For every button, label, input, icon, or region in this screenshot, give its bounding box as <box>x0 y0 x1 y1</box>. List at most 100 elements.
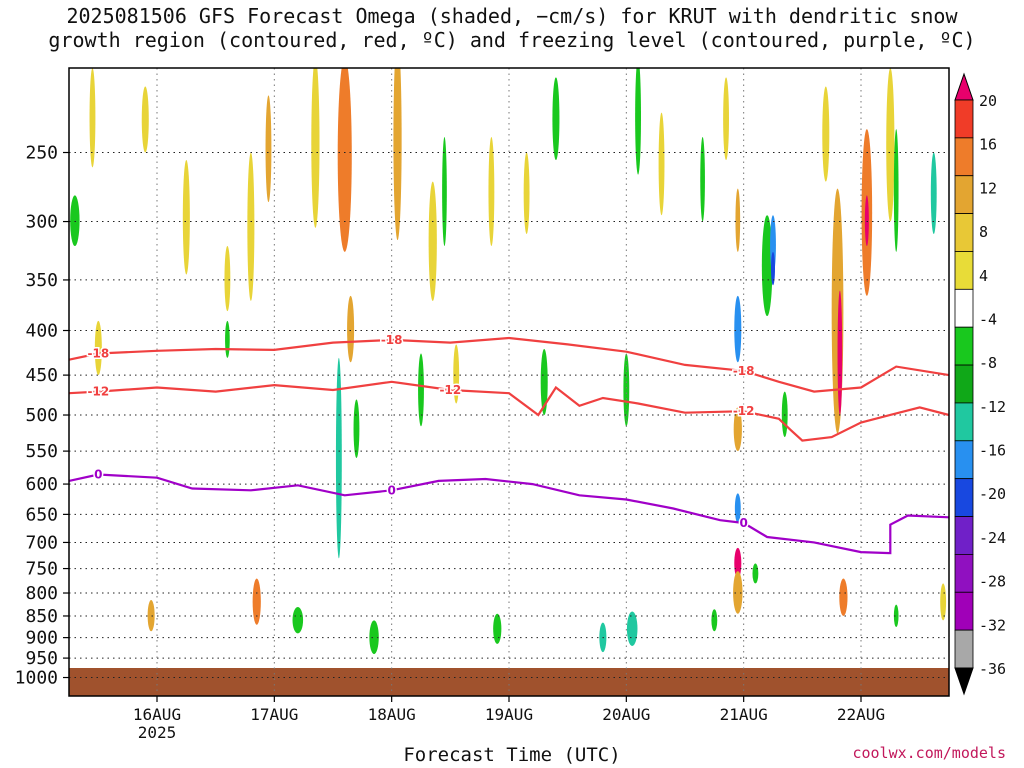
colorbar-label: 12 <box>979 179 997 197</box>
omega-shaded-area <box>89 68 96 168</box>
y-tick-label: 650 <box>25 504 58 525</box>
omega-shaded-area <box>488 137 495 246</box>
y-tick-label: 400 <box>25 321 58 342</box>
omega-shaded-area <box>831 188 844 434</box>
x-tick-label: 17AUG <box>250 705 298 724</box>
colorbar-label: 20 <box>979 92 997 110</box>
y-tick-label: 800 <box>25 583 58 604</box>
colorbar-label: -24 <box>979 529 1006 547</box>
freezing_level-contour-label: 0 <box>94 467 102 481</box>
colorbar-swatch <box>954 288 974 328</box>
omega-shaded-area <box>353 399 360 458</box>
credit-link[interactable]: coolwx.com/models <box>852 744 1006 762</box>
colorbar-swatch <box>954 364 974 404</box>
omega-shaded-area <box>886 68 895 222</box>
colorbar: 20 16 12 8 4 -4 -8 -12 -16 -20 -24 -28 -32 -36 <box>954 72 1006 696</box>
colorbar-swatch <box>954 516 974 555</box>
colorbar-swatch <box>954 591 974 631</box>
omega-shaded-area <box>224 245 231 312</box>
omega-shaded-area <box>781 391 788 438</box>
omega-shaded-area <box>147 600 155 632</box>
freezing_level-contour-label: 0 <box>387 483 395 497</box>
omega-shaded-area <box>893 604 899 627</box>
colorbar-label: 16 <box>979 136 997 154</box>
omega-shaded-area <box>552 77 560 161</box>
grid-layer <box>69 68 949 696</box>
y-tick-label: 500 <box>25 405 58 426</box>
colorbar-label: -32 <box>979 616 1006 634</box>
y-axis: 2503003504004505005506006507007508008509… <box>15 143 69 689</box>
colorbar-swatch <box>954 629 974 669</box>
y-tick-label: 550 <box>25 441 58 462</box>
y-tick-label: 900 <box>25 628 58 649</box>
dgz_minus18-contour <box>68 336 950 393</box>
omega-shaded-area <box>393 68 402 241</box>
y-tick-label: 850 <box>25 606 58 627</box>
omega-shaded-area <box>182 160 190 275</box>
omega-shaded-area <box>335 357 342 559</box>
omega-shaded-area <box>428 181 437 301</box>
colorbar-label: -4 <box>979 310 997 328</box>
omega-shaded-area <box>940 583 947 621</box>
dgz_minus18-contour-label: -18 <box>381 333 403 347</box>
omega-shaded-area <box>635 68 641 175</box>
omega-shaded-area <box>626 611 638 646</box>
omega-shaded-area <box>723 77 729 161</box>
colorbar-swatch <box>954 402 974 442</box>
dgz_minus12-contour-label: -12 <box>733 404 755 418</box>
omega-shaded-area <box>839 578 848 616</box>
x-tick-label: 18AUG <box>368 705 416 724</box>
colorbar-top-arrow <box>954 72 974 101</box>
omega-shaded-area <box>893 129 899 252</box>
omega-shaded-area <box>822 86 830 182</box>
colorbar-swatch <box>954 554 974 593</box>
x-tick-label: 16AUG <box>133 705 181 724</box>
ground-below-surface <box>69 668 949 696</box>
y-tick-label: 250 <box>25 143 58 164</box>
omega-shaded-area <box>252 578 261 625</box>
colorbar-label: -12 <box>979 398 1006 416</box>
colorbar-label: 8 <box>979 223 988 241</box>
freezing_level-contour <box>68 473 950 555</box>
omega-shading-layer <box>70 68 947 655</box>
omega-shaded-area <box>771 251 775 286</box>
chart-title-line-2: growth region (contoured, red, ºC) and f… <box>48 28 976 52</box>
colorbar-swatch <box>954 326 974 366</box>
colorbar-label: -8 <box>979 354 997 372</box>
omega-shaded-area <box>711 609 718 632</box>
omega-shaded-area <box>734 547 742 579</box>
omega-shaded-area <box>734 295 742 363</box>
omega-shaded-area <box>930 152 937 234</box>
omega-shaded-area <box>700 137 705 222</box>
omega-shaded-area <box>735 188 741 252</box>
omega-shaded-area <box>453 344 460 404</box>
omega-shaded-area <box>94 320 102 376</box>
omega-shaded-area <box>733 571 743 614</box>
colorbar-label: -20 <box>979 485 1006 503</box>
y-tick-label: 600 <box>25 474 58 495</box>
x-axis-title: Forecast Time (UTC) <box>403 744 621 766</box>
y-tick-label: 300 <box>25 212 58 233</box>
colorbar-label: 4 <box>979 267 988 285</box>
x-tick-label: 20AUG <box>602 705 650 724</box>
colorbar-label: -36 <box>979 660 1006 678</box>
y-tick-label: 450 <box>25 365 58 386</box>
omega-shaded-area <box>864 195 869 246</box>
y-tick-label: 750 <box>25 559 58 580</box>
dgz_minus18-contour-label: -18 <box>733 364 755 378</box>
x-tick-label: 21AUG <box>720 705 768 724</box>
freezing_level-contour-label: 0 <box>739 516 747 530</box>
colorbar-swatch <box>954 251 974 290</box>
omega-shaded-area <box>623 353 630 427</box>
omega-shaded-area <box>493 613 502 644</box>
colorbar-label: -16 <box>979 442 1006 460</box>
omega-shaded-area <box>523 152 530 234</box>
omega-shaded-area <box>733 407 742 452</box>
omega-shaded-area <box>70 195 80 246</box>
omega-shaded-area <box>265 95 272 203</box>
x-tick-label: 19AUG <box>485 705 533 724</box>
y-tick-label: 950 <box>25 648 58 669</box>
omega-shaded-area <box>247 152 255 301</box>
omega-shaded-area <box>292 606 304 634</box>
